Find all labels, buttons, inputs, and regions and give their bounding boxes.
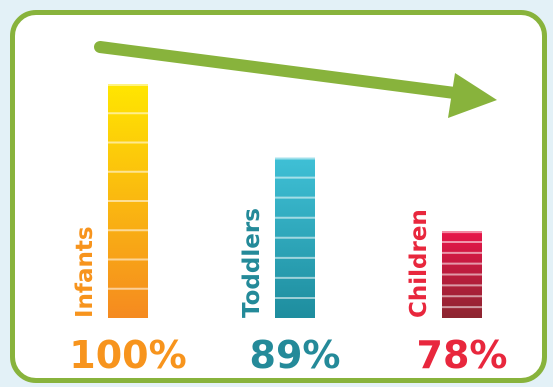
trend-arrow-head	[448, 73, 497, 118]
labels-group: Infants 100% Toddlers 89% Children 78%	[69, 208, 507, 377]
category-label-children: Children	[406, 209, 432, 318]
category-label-infants: Infants	[72, 226, 98, 318]
value-label-toddlers: 89%	[250, 333, 341, 377]
category-label-toddlers: Toddlers	[239, 208, 265, 318]
value-label-children: 78%	[417, 333, 508, 377]
bars-group	[108, 84, 482, 318]
trend-arrow-group	[94, 41, 497, 118]
trend-arrow-shaft	[94, 41, 476, 101]
value-label-infants: 100%	[69, 333, 186, 377]
